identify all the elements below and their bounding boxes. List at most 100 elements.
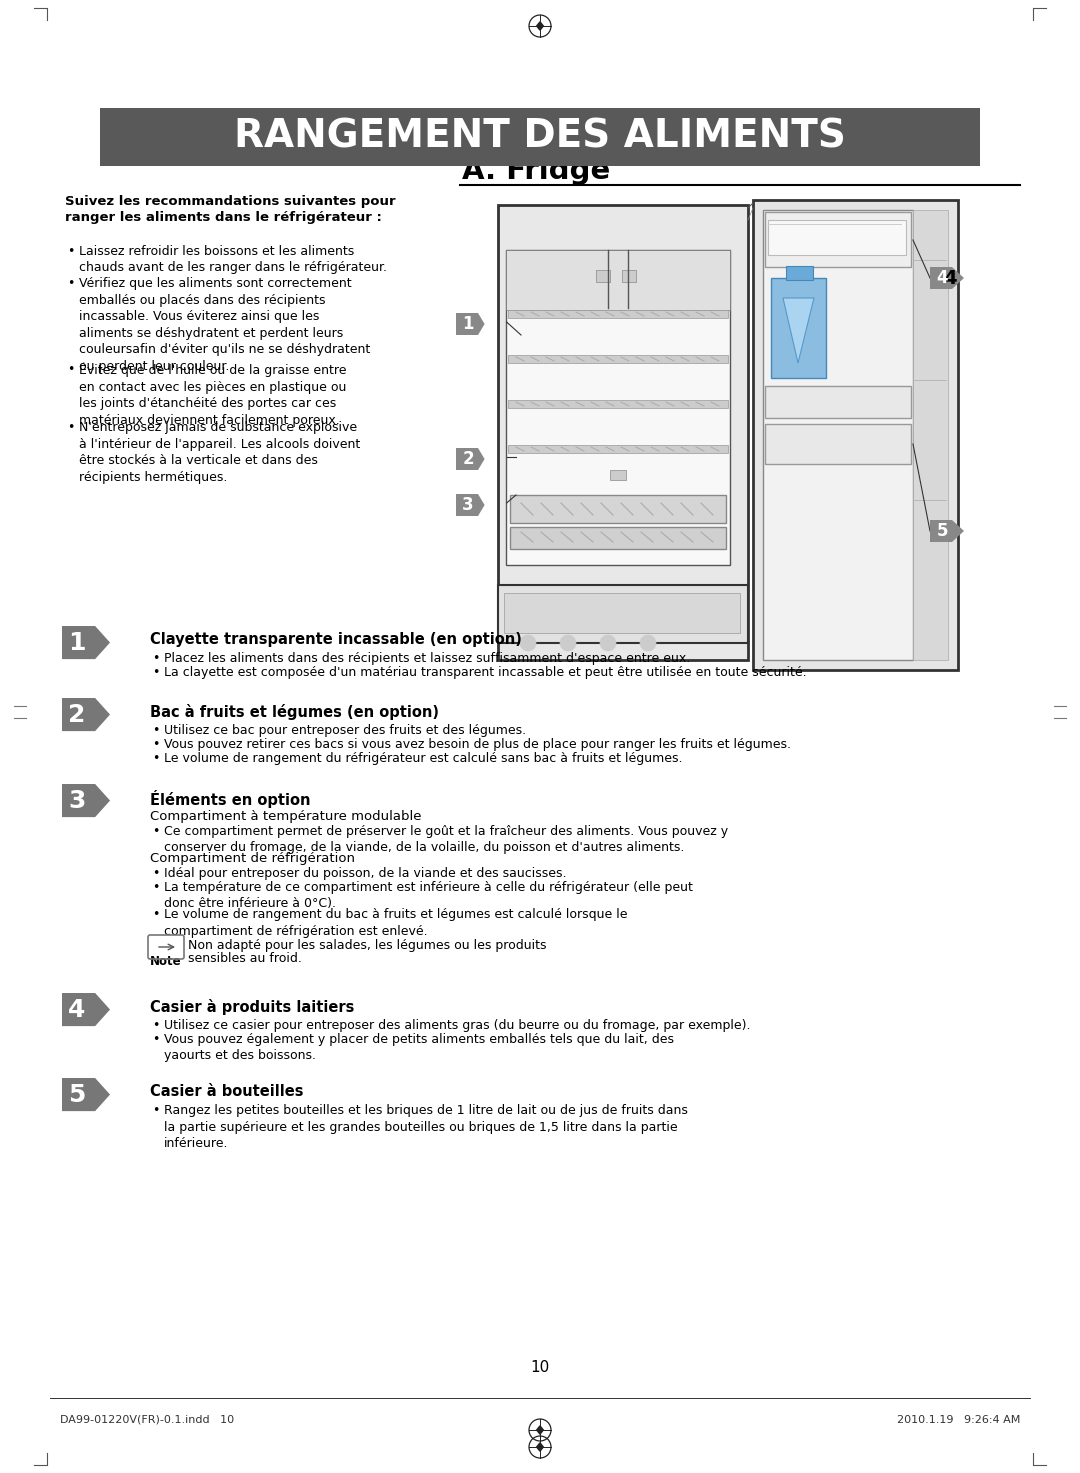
Text: 1: 1 <box>68 630 85 654</box>
Text: 3: 3 <box>462 496 474 514</box>
Text: 2: 2 <box>68 703 85 726</box>
Polygon shape <box>456 312 485 334</box>
Bar <box>596 270 610 281</box>
Text: •: • <box>67 277 75 290</box>
Text: •: • <box>152 738 160 751</box>
Text: 2: 2 <box>462 449 474 468</box>
Text: Idéal pour entreposer du poisson, de la viande et des saucisses.: Idéal pour entreposer du poisson, de la … <box>164 868 567 879</box>
Text: Note: Note <box>150 955 181 968</box>
Text: DA99-01220V(FR)-0.1.indd   10: DA99-01220V(FR)-0.1.indd 10 <box>60 1416 234 1424</box>
Bar <box>498 205 748 660</box>
Text: Casier à bouteilles: Casier à bouteilles <box>150 1084 303 1099</box>
Text: La température de ce compartiment est inférieure à celle du réfrigérateur (elle : La température de ce compartiment est in… <box>164 881 693 910</box>
Text: N'entreposez jamais de substance explosive
à l'intérieur de l'appareil. Les alco: N'entreposez jamais de substance explosi… <box>79 421 361 485</box>
Bar <box>771 278 826 379</box>
Bar <box>765 212 912 267</box>
Polygon shape <box>930 520 964 542</box>
Text: Suivez les recommandations suivantes pour
ranger les aliments dans le réfrigérat: Suivez les recommandations suivantes pou… <box>65 194 395 224</box>
Text: Évitez que de l'huile ou de la graisse entre
en contact avec les pièces en plast: Évitez que de l'huile ou de la graisse e… <box>79 362 347 427</box>
Bar <box>508 401 728 408</box>
Text: 5: 5 <box>936 521 948 541</box>
Bar <box>507 250 730 566</box>
Text: Compartiment de réfrigération: Compartiment de réfrigération <box>150 851 355 865</box>
Bar <box>762 211 913 660</box>
Bar <box>786 267 813 280</box>
Text: •: • <box>67 421 75 435</box>
Text: 4: 4 <box>943 268 957 287</box>
Circle shape <box>640 635 656 651</box>
Bar <box>507 250 730 309</box>
Circle shape <box>519 635 536 651</box>
Bar <box>508 445 728 454</box>
Bar <box>753 200 958 670</box>
Text: Le volume de rangement du réfrigérateur est calculé sans bac à fruits et légumes: Le volume de rangement du réfrigérateur … <box>164 753 683 764</box>
Polygon shape <box>62 698 110 731</box>
Polygon shape <box>62 784 110 818</box>
Polygon shape <box>537 22 543 29</box>
Bar <box>508 309 728 318</box>
Bar <box>768 219 906 255</box>
Text: Non adapté pour les salades, les légumes ou les produits: Non adapté pour les salades, les légumes… <box>188 938 546 952</box>
Text: A. Fridge: A. Fridge <box>462 158 610 186</box>
Text: Clayette transparente incassable (en option): Clayette transparente incassable (en opt… <box>150 632 522 647</box>
Bar <box>510 527 726 549</box>
Polygon shape <box>62 993 110 1027</box>
Bar <box>913 211 948 660</box>
Text: 4: 4 <box>68 997 85 1022</box>
Bar <box>765 386 912 418</box>
Text: •: • <box>152 1033 160 1046</box>
Bar <box>504 594 740 633</box>
Text: Vérifiez que les aliments sont correctement
emballés ou placés dans des récipien: Vérifiez que les aliments sont correctem… <box>79 277 370 373</box>
Polygon shape <box>456 448 485 470</box>
Text: Éléments en option: Éléments en option <box>150 790 311 809</box>
Text: Ce compartiment permet de préserver le goût et la fraîcheur des aliments. Vous p: Ce compartiment permet de préserver le g… <box>164 825 728 854</box>
Text: Utilisez ce casier pour entreposer des aliments gras (du beurre ou du fromage, p: Utilisez ce casier pour entreposer des a… <box>164 1019 751 1033</box>
Polygon shape <box>62 1078 110 1111</box>
Text: •: • <box>152 725 160 736</box>
Text: Placez les aliments dans des récipients et laissez suffisamment d'espace entre e: Placez les aliments dans des récipients … <box>164 653 690 664</box>
Text: Vous pouvez également y placer de petits aliments emballés tels que du lait, des: Vous pouvez également y placer de petits… <box>164 1033 674 1062</box>
Polygon shape <box>62 626 110 658</box>
Text: La clayette est composée d'un matériau transparent incassable et peut être utili: La clayette est composée d'un matériau t… <box>164 666 807 679</box>
Text: •: • <box>152 825 160 838</box>
Text: 5: 5 <box>68 1083 85 1106</box>
Text: Compartiment à température modulable: Compartiment à température modulable <box>150 810 421 823</box>
Bar <box>610 470 626 480</box>
Text: •: • <box>152 868 160 879</box>
Polygon shape <box>537 1426 543 1435</box>
Text: •: • <box>152 907 160 921</box>
Text: 4: 4 <box>936 270 948 287</box>
Text: 1: 1 <box>462 315 474 333</box>
Bar <box>510 495 726 523</box>
Text: 10: 10 <box>530 1360 550 1374</box>
Text: sensibles au froid.: sensibles au froid. <box>188 952 302 965</box>
Text: 3: 3 <box>68 788 85 813</box>
Polygon shape <box>456 493 485 516</box>
Text: •: • <box>152 881 160 894</box>
Circle shape <box>600 635 616 651</box>
Text: •: • <box>152 753 160 764</box>
Text: •: • <box>152 1103 160 1117</box>
Text: RANGEMENT DES ALIMENTS: RANGEMENT DES ALIMENTS <box>234 118 846 156</box>
Text: 2010.1.19   9:26:4 AM: 2010.1.19 9:26:4 AM <box>896 1416 1020 1424</box>
Polygon shape <box>537 1444 543 1451</box>
Bar <box>100 108 980 166</box>
Polygon shape <box>783 298 814 362</box>
Text: •: • <box>152 666 160 679</box>
Bar <box>622 270 636 281</box>
Bar <box>765 424 912 464</box>
Bar <box>498 585 748 644</box>
Circle shape <box>561 635 576 651</box>
Polygon shape <box>930 267 964 289</box>
Text: Rangez les petites bouteilles et les briques de 1 litre de lait ou de jus de fru: Rangez les petites bouteilles et les bri… <box>164 1103 688 1150</box>
Text: Laissez refroidir les boissons et les aliments
chauds avant de les ranger dans l: Laissez refroidir les boissons et les al… <box>79 245 387 274</box>
Bar <box>508 355 728 362</box>
Text: Bac à fruits et légumes (en option): Bac à fruits et légumes (en option) <box>150 704 438 720</box>
Text: Vous pouvez retirer ces bacs si vous avez besoin de plus de place pour ranger le: Vous pouvez retirer ces bacs si vous ave… <box>164 738 791 751</box>
Text: •: • <box>67 245 75 258</box>
Text: •: • <box>152 1019 160 1033</box>
Text: •: • <box>67 362 75 376</box>
Text: Casier à produits laitiers: Casier à produits laitiers <box>150 999 354 1015</box>
Text: •: • <box>152 653 160 664</box>
Text: Utilisez ce bac pour entreposer des fruits et des légumes.: Utilisez ce bac pour entreposer des frui… <box>164 725 526 736</box>
